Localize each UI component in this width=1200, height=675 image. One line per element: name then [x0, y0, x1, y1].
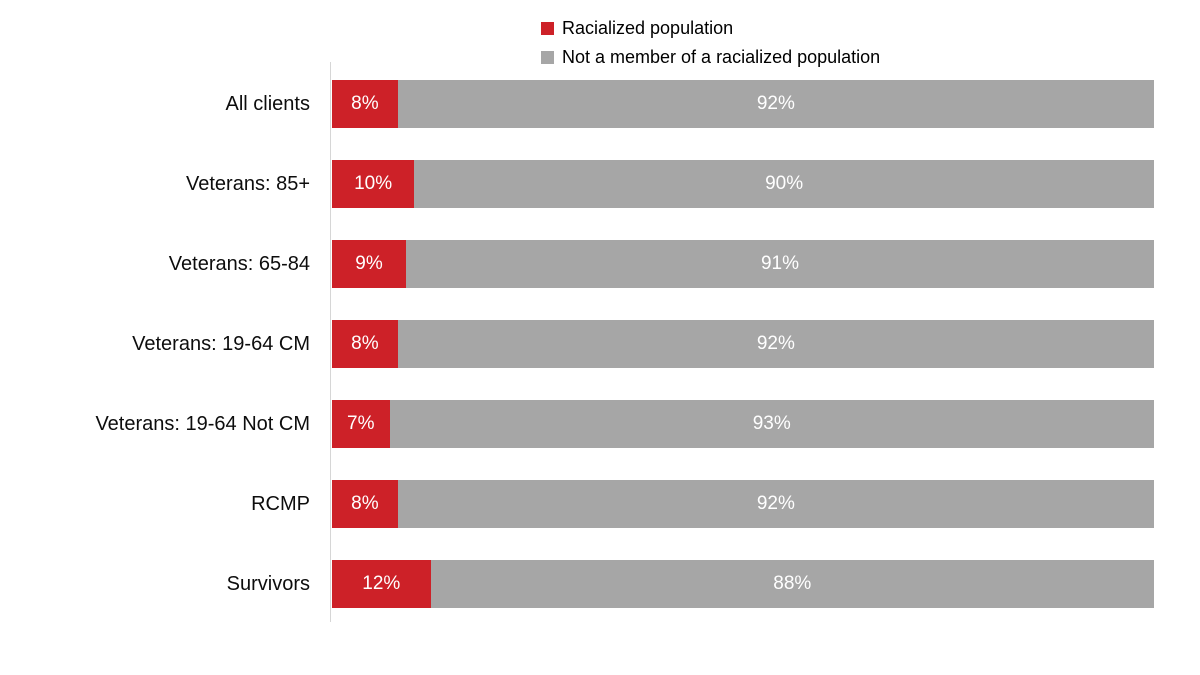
bar-segment-not-racialized: 92%: [397, 320, 1154, 368]
bar-segment-racialized: 10%: [332, 160, 415, 208]
data-label: 90%: [765, 173, 804, 194]
stacked-bar: 7% 93%: [332, 400, 1154, 448]
legend-swatch-racialized-icon: [541, 21, 554, 35]
bar-segment-not-racialized: 93%: [389, 400, 1154, 448]
stacked-bar: 10% 90%: [332, 160, 1154, 208]
bar-segment-racialized: 8%: [332, 80, 398, 128]
data-label: 7%: [347, 413, 375, 434]
bar-segment-racialized: 12%: [332, 560, 431, 608]
bar-segment-not-racialized: 91%: [405, 240, 1154, 288]
bar-segment-racialized: 8%: [332, 480, 398, 528]
chart-row: Survivors 12% 88%: [0, 560, 1154, 608]
stacked-bar: 8% 92%: [332, 480, 1154, 528]
bar-segment-racialized: 7%: [332, 400, 390, 448]
chart-row: Veterans: 19-64 CM 8% 92%: [0, 320, 1154, 368]
data-label: 92%: [756, 333, 795, 354]
data-label: 12%: [362, 573, 401, 594]
stacked-bar: 9% 91%: [332, 240, 1154, 288]
category-label: Veterans: 19-64 Not CM: [95, 413, 310, 435]
chart-row: All clients 8% 92%: [0, 80, 1154, 128]
category-label: All clients: [225, 93, 310, 115]
bar-segment-racialized: 9%: [332, 240, 406, 288]
stacked-bar: 12% 88%: [332, 560, 1154, 608]
y-axis-line: [330, 62, 331, 622]
data-label: 9%: [355, 253, 383, 274]
chart-row: Veterans: 19-64 Not CM 7% 93%: [0, 400, 1154, 448]
category-label: RCMP: [251, 493, 310, 515]
data-label: 8%: [351, 93, 379, 114]
data-label: 92%: [756, 93, 795, 114]
chart-legend: Racialized population Not a member of a …: [541, 17, 880, 68]
data-label: 92%: [756, 493, 795, 514]
category-label: Survivors: [226, 573, 310, 595]
bar-segment-not-racialized: 92%: [397, 80, 1154, 128]
bar-segment-not-racialized: 92%: [397, 480, 1154, 528]
category-label: Veterans: 65-84: [168, 253, 310, 275]
data-label: 8%: [351, 493, 379, 514]
legend-label-not-racialized: Not a member of a racialized population: [562, 47, 881, 67]
data-label: 88%: [773, 573, 812, 594]
data-label: 91%: [760, 253, 799, 274]
chart-row: Veterans: 65-84 9% 91%: [0, 240, 1154, 288]
category-label: Veterans: 19-64 CM: [132, 333, 310, 355]
bar-segment-racialized: 8%: [332, 320, 398, 368]
legend-item-racialized: Racialized population: [541, 17, 880, 39]
bar-segment-not-racialized: 88%: [430, 560, 1154, 608]
legend-swatch-not-racialized-icon: [541, 50, 554, 64]
chart-row: Veterans: 85+ 10% 90%: [0, 160, 1154, 208]
data-label: 8%: [351, 333, 379, 354]
data-label: 93%: [752, 413, 791, 434]
legend-item-not-racialized: Not a member of a racialized population: [541, 46, 880, 68]
stacked-bar: 8% 92%: [332, 320, 1154, 368]
bar-segment-not-racialized: 90%: [414, 160, 1154, 208]
legend-label-racialized: Racialized population: [562, 18, 734, 38]
plot-area: All clients 8% 92% Veterans: 85+ 10% 90% Veter…: [0, 80, 1154, 608]
data-label: 10%: [354, 173, 393, 194]
stacked-bar: 8% 92%: [332, 80, 1154, 128]
category-label: Veterans: 85+: [186, 173, 310, 195]
chart-row: RCMP 8% 92%: [0, 480, 1154, 528]
